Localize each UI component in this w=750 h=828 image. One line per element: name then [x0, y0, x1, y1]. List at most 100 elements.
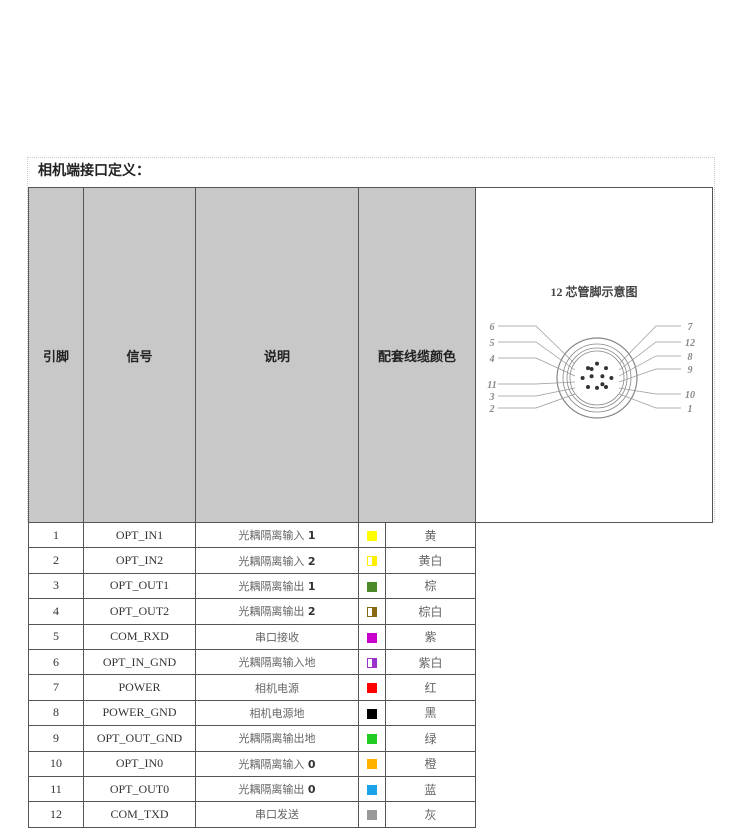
leader-line	[498, 341, 576, 371]
pin-label: 8	[688, 352, 693, 363]
color-swatch	[367, 632, 377, 643]
header-cable-color: 配套线缆颜色	[358, 187, 476, 523]
signal-name: OPT_OUT0	[83, 775, 196, 803]
pin-dot	[609, 376, 614, 380]
description-index: 0	[307, 783, 316, 797]
color-swatch-cell	[358, 598, 386, 625]
table-row: 2 OPT_IN2 光耦隔离输入 2 黄白	[28, 547, 713, 574]
description-index: 0	[307, 757, 316, 771]
pin-label: 10	[685, 390, 695, 401]
diagram-title: 12 芯管脚示意图	[550, 284, 637, 299]
connector-ring	[556, 337, 638, 419]
signal-name: OPT_OUT_GND	[83, 725, 196, 752]
leader-line	[498, 357, 576, 377]
table-row: 3 OPT_OUT1 光耦隔离输出 1 棕	[28, 572, 713, 600]
color-swatch	[367, 607, 377, 618]
pin-label: 9	[688, 365, 693, 376]
pin-number: 7	[28, 674, 84, 701]
table-row: 9 OPT_OUT_GND 光耦隔离输出地 绿	[28, 725, 713, 752]
leader-line	[498, 393, 576, 409]
signal-name: POWER	[83, 674, 196, 701]
pin-dot	[600, 382, 605, 387]
color-name: 黄白	[385, 547, 476, 574]
color-name: 紫白	[385, 648, 476, 676]
pin-dot	[595, 385, 599, 390]
leader-line	[618, 387, 681, 395]
color-name: 红	[385, 674, 476, 701]
signal-name: OPT_IN0	[83, 750, 196, 777]
color-swatch-cell	[358, 572, 386, 600]
pin-label: 3	[489, 392, 495, 403]
section-title: 相机端接口定义：	[38, 164, 150, 179]
description-text: 相机电源	[255, 681, 299, 695]
color-swatch	[367, 530, 377, 541]
pin-number: 8	[28, 699, 84, 727]
description-text: 光耦隔离输入	[238, 529, 305, 543]
description-index: 1	[307, 579, 316, 593]
color-swatch-cell	[358, 775, 386, 803]
leader-line	[498, 387, 576, 397]
header-pin: 引脚	[28, 187, 84, 523]
pin-number: 12	[28, 801, 84, 828]
color-name: 蓝	[385, 775, 476, 803]
color-swatch-cell	[358, 750, 386, 777]
signal-description: 相机电源	[195, 674, 359, 701]
pin-number: 11	[28, 775, 84, 803]
color-name: 黄	[385, 521, 476, 549]
leader-line	[498, 325, 576, 365]
table-row: 1 OPT_IN1 光耦隔离输入 1 黄	[28, 521, 713, 549]
signal-description: 相机电源地	[195, 699, 359, 727]
pin-dot	[589, 367, 594, 371]
color-swatch	[367, 708, 377, 719]
signal-description: 串口接收	[195, 623, 359, 650]
color-swatch-cell	[358, 801, 386, 828]
table-row: 8 POWER_GND 相机电源地 黑	[28, 699, 713, 727]
color-swatch-cell	[358, 725, 386, 752]
color-swatch	[367, 657, 377, 668]
pin-dot	[586, 385, 590, 389]
pin-number: 2	[28, 547, 84, 574]
signal-description: 光耦隔离输入 2	[195, 547, 359, 574]
pin-dot	[586, 366, 590, 371]
color-swatch	[367, 556, 377, 567]
color-swatch	[367, 784, 377, 795]
color-name: 绿	[385, 725, 476, 752]
signal-description: 光耦隔离输入地	[195, 648, 359, 676]
header-description: 说明	[195, 187, 359, 523]
description-text: 串口发送	[255, 808, 299, 822]
color-swatch	[367, 734, 377, 745]
description-index: 2	[307, 605, 316, 619]
signal-name: OPT_IN1	[83, 521, 196, 549]
pin-number: 6	[28, 648, 84, 676]
color-swatch	[367, 810, 377, 821]
pin-dot	[580, 376, 585, 380]
connector-ring	[562, 343, 632, 413]
table-row: 7 POWER 相机电源 红	[28, 674, 713, 701]
signal-description: 光耦隔离输出 0	[195, 775, 359, 803]
table-row: 10 OPT_IN0 光耦隔离输入 0 橙	[28, 750, 713, 777]
pin-number: 4	[28, 598, 84, 625]
color-swatch-cell	[358, 521, 386, 549]
description-text: 光耦隔离输出地	[238, 732, 316, 746]
signal-name: OPT_OUT2	[83, 598, 196, 625]
color-name: 灰	[385, 801, 476, 828]
description-text: 光耦隔离输出	[238, 783, 305, 797]
table-row: 6 OPT_IN_GND 光耦隔离输入地 紫白	[28, 648, 713, 676]
pin-dot	[604, 385, 608, 389]
signal-name: COM_RXD	[83, 623, 196, 650]
pin-label: 4	[489, 354, 495, 365]
signal-name: OPT_OUT1	[83, 572, 196, 600]
signal-description: 光耦隔离输入 0	[195, 750, 359, 777]
description-index: 2	[307, 554, 316, 568]
pin-label: 6	[490, 322, 495, 333]
pin-label: 2	[489, 404, 495, 415]
pin-label: 5	[490, 338, 495, 349]
pin-number: 1	[28, 521, 84, 549]
signal-description: 串口发送	[195, 801, 359, 828]
leader-line	[618, 325, 681, 365]
connector-ring	[569, 350, 625, 406]
color-name: 紫	[385, 623, 476, 650]
color-swatch	[367, 683, 377, 694]
leader-line	[498, 381, 576, 385]
pin-number: 5	[28, 623, 84, 650]
